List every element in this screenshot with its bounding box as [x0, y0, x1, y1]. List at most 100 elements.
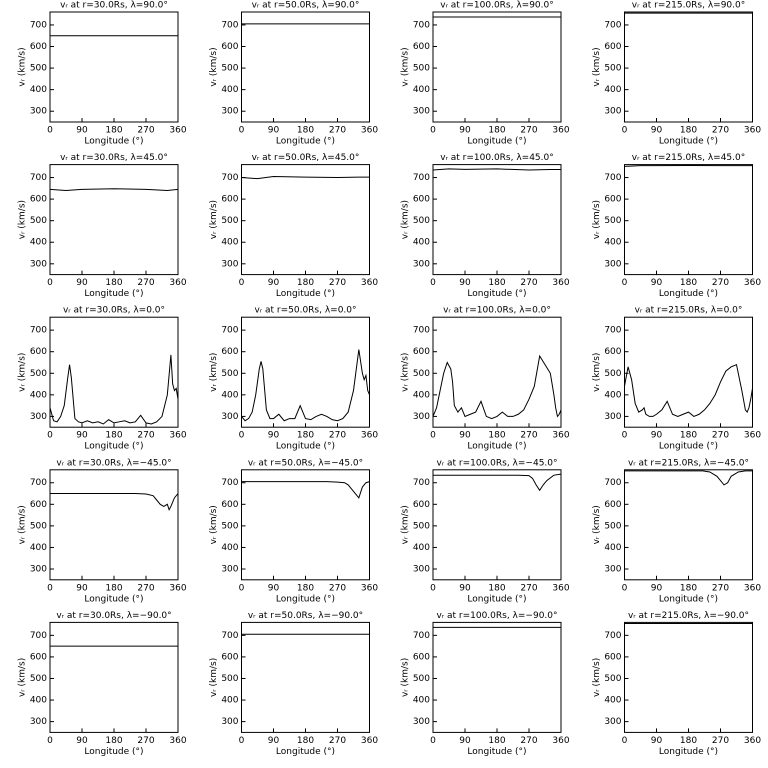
- panel-title: vᵣ at r=215.0Rs, λ=0.0°: [635, 306, 743, 316]
- y-tick-label: 600: [604, 347, 621, 357]
- x-tick-label: 360: [744, 583, 761, 593]
- y-tick-label: 400: [604, 390, 621, 400]
- y-tick-label: 700: [604, 173, 621, 183]
- x-tick-label: 0: [430, 126, 436, 136]
- x-axis-label: Longitude (°): [276, 442, 335, 452]
- x-axis-label: Longitude (°): [659, 289, 718, 299]
- x-tick-label: 270: [137, 278, 154, 288]
- y-tick-label: 400: [221, 85, 238, 95]
- y-tick-label: 600: [221, 42, 238, 52]
- y-axis-label: vᵣ (km/s): [592, 658, 602, 697]
- y-axis-label: vᵣ (km/s): [401, 200, 411, 239]
- x-tick-label: 180: [105, 583, 122, 593]
- x-tick-label: 180: [680, 431, 697, 441]
- panel-title: vᵣ at r=215.0Rs, λ=−90.0°: [628, 611, 749, 621]
- x-tick-label: 0: [239, 431, 245, 441]
- x-tick-label: 270: [712, 431, 729, 441]
- y-tick-label: 600: [413, 652, 430, 662]
- y-tick-label: 700: [604, 478, 621, 488]
- panel-title: vᵣ at r=50.0Rs, λ=90.0°: [252, 1, 360, 11]
- y-tick-label: 700: [604, 20, 621, 30]
- y-tick-label: 400: [221, 543, 238, 553]
- x-tick-label: 90: [651, 278, 663, 288]
- x-tick-label: 270: [329, 126, 346, 136]
- y-tick-label: 300: [604, 259, 621, 269]
- x-tick-label: 270: [329, 736, 346, 746]
- y-tick-label: 600: [30, 195, 47, 205]
- x-axis-label: Longitude (°): [659, 747, 718, 757]
- y-axis-label: vᵣ (km/s): [592, 353, 602, 392]
- panel: vᵣ at r=215.0Rs, λ=−90.0° 0 90 180 270 360 300…: [592, 611, 761, 757]
- x-tick-label: 270: [329, 278, 346, 288]
- x-tick-label: 0: [430, 431, 436, 441]
- x-tick-label: 180: [105, 126, 122, 136]
- y-tick-label: 400: [221, 696, 238, 706]
- x-tick-label: 90: [268, 278, 280, 288]
- y-tick-label: 600: [413, 42, 430, 52]
- data-line: [624, 363, 753, 417]
- plot-frame: [49, 621, 179, 733]
- panel: vᵣ at r=30.0Rs, λ=45.0° 0 90 180 270 360 300 40…: [18, 153, 187, 299]
- x-axis-label: Longitude (°): [84, 137, 143, 147]
- y-tick-label: 700: [413, 20, 430, 30]
- x-tick-label: 270: [137, 583, 154, 593]
- panel: vᵣ at r=100.0Rs, λ=0.0° 0 90 180 270 360 300 40…: [401, 306, 570, 452]
- x-tick-label: 0: [622, 126, 628, 136]
- y-tick-label: 500: [604, 216, 621, 226]
- x-tick-label: 90: [651, 583, 663, 593]
- y-tick-label: 600: [604, 42, 621, 52]
- x-tick-label: 360: [169, 278, 186, 288]
- y-axis-label: vᵣ (km/s): [592, 47, 602, 86]
- y-tick-label: 600: [413, 195, 430, 205]
- x-tick-label: 0: [239, 736, 245, 746]
- x-tick-label: 270: [329, 431, 346, 441]
- y-tick-label: 300: [30, 412, 47, 422]
- x-tick-label: 90: [268, 431, 280, 441]
- panel-title: vᵣ at r=30.0Rs, λ=0.0°: [63, 306, 165, 316]
- panel-title: vᵣ at r=30.0Rs, λ=45.0°: [60, 153, 168, 163]
- x-tick-label: 270: [712, 278, 729, 288]
- plot-frame: [49, 469, 179, 581]
- x-tick-label: 90: [459, 278, 471, 288]
- x-tick-label: 180: [488, 583, 505, 593]
- x-tick-label: 0: [47, 278, 53, 288]
- x-tick-label: 270: [137, 431, 154, 441]
- y-tick-label: 300: [604, 565, 621, 575]
- x-tick-label: 90: [459, 126, 471, 136]
- x-tick-label: 180: [297, 278, 314, 288]
- y-tick-label: 400: [604, 85, 621, 95]
- y-tick-label: 500: [30, 369, 47, 379]
- x-axis-label: Longitude (°): [84, 289, 143, 299]
- x-tick-label: 360: [552, 583, 569, 593]
- x-tick-label: 180: [488, 736, 505, 746]
- y-tick-label: 500: [30, 216, 47, 226]
- y-axis-label: vᵣ (km/s): [18, 505, 28, 544]
- x-tick-label: 180: [488, 278, 505, 288]
- plot-frame: [624, 316, 753, 428]
- y-tick-label: 300: [30, 107, 47, 117]
- x-tick-label: 0: [47, 431, 53, 441]
- plot-frame: [49, 11, 179, 123]
- panel-title: vᵣ at r=50.0Rs, λ=−90.0°: [248, 611, 363, 621]
- y-axis-label: vᵣ (km/s): [18, 658, 28, 697]
- x-tick-label: 180: [297, 431, 314, 441]
- y-axis-label: vᵣ (km/s): [209, 505, 219, 544]
- x-tick-label: 180: [680, 736, 697, 746]
- x-tick-label: 0: [47, 126, 53, 136]
- data-line: [241, 349, 370, 422]
- x-tick-label: 180: [297, 736, 314, 746]
- panel: vᵣ at r=50.0Rs, λ=0.0° 0 90 180 270 360 300 400…: [209, 306, 378, 452]
- x-axis-label: Longitude (°): [467, 289, 526, 299]
- plot-frame: [432, 316, 562, 428]
- y-tick-label: 300: [413, 107, 430, 117]
- y-tick-label: 400: [413, 696, 430, 706]
- y-tick-label: 600: [604, 652, 621, 662]
- x-tick-label: 90: [76, 583, 88, 593]
- x-axis-label: Longitude (°): [659, 137, 718, 147]
- x-tick-label: 270: [137, 126, 154, 136]
- y-tick-label: 500: [221, 521, 238, 531]
- y-tick-label: 500: [604, 521, 621, 531]
- y-tick-label: 600: [30, 42, 47, 52]
- y-axis-label: vᵣ (km/s): [592, 200, 602, 239]
